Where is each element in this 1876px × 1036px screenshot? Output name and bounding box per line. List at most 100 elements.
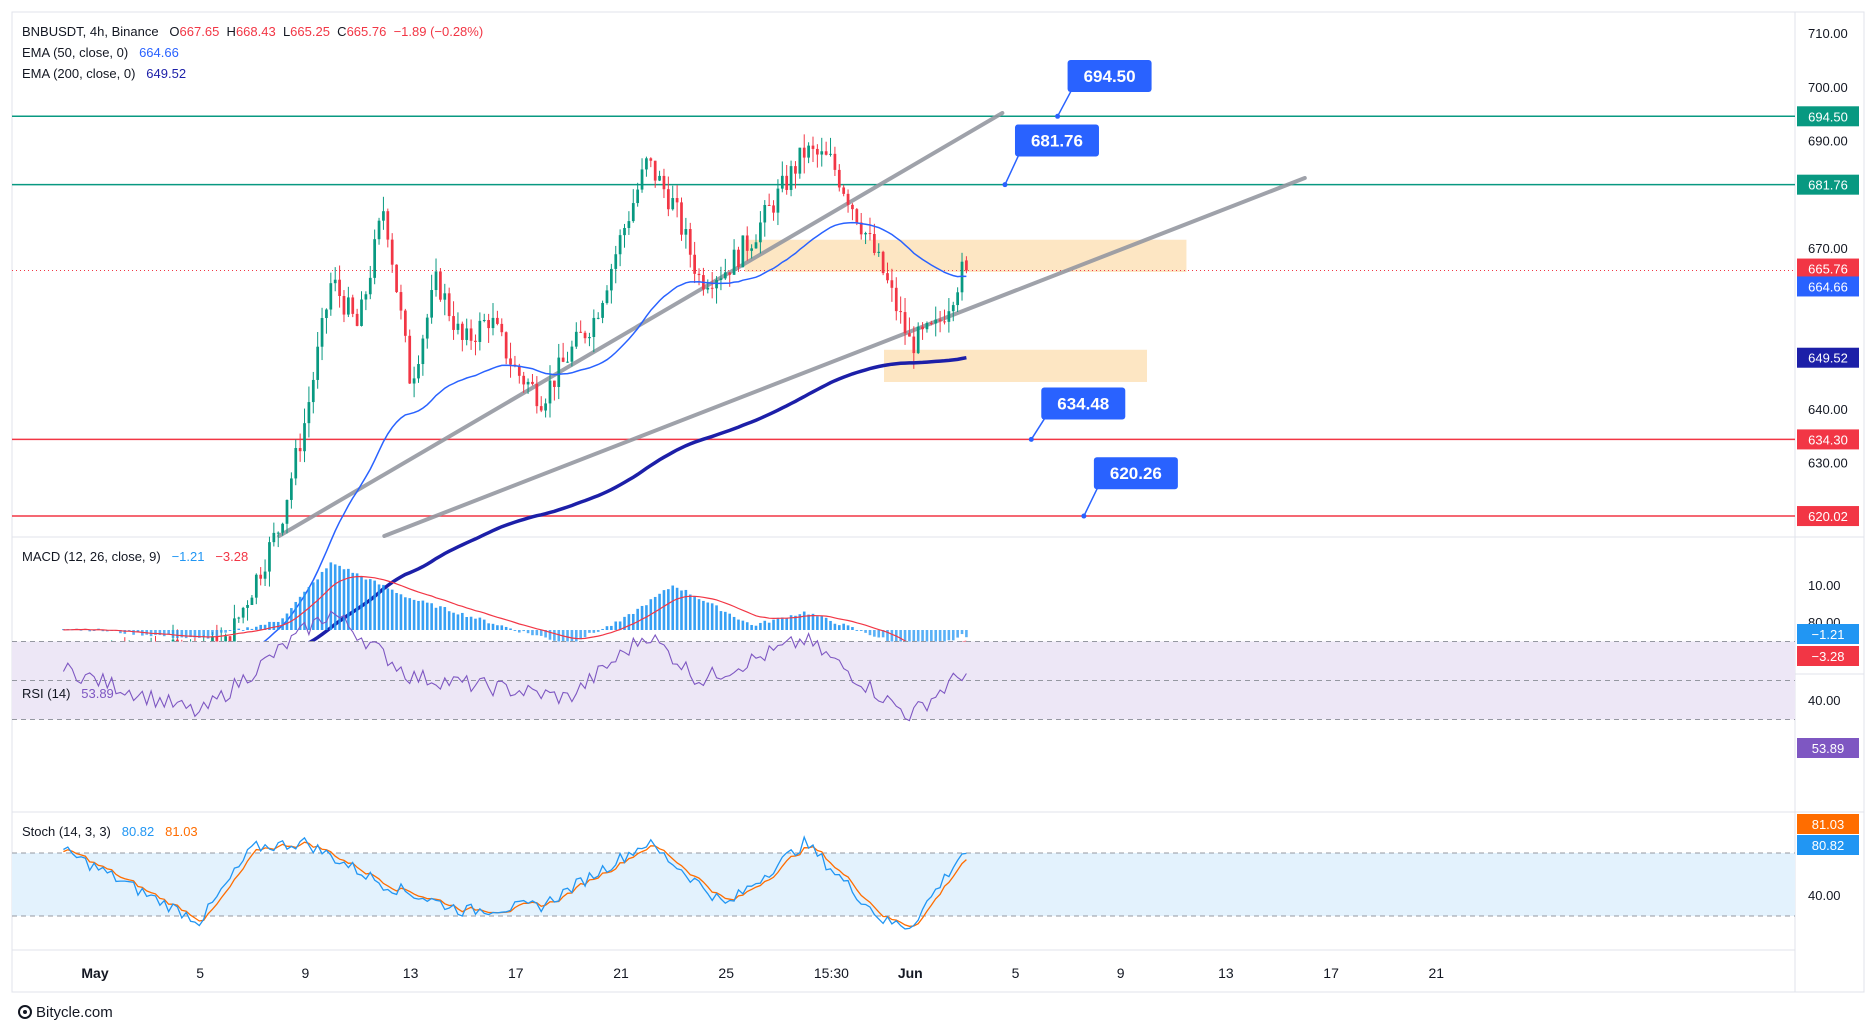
candle[interactable] bbox=[894, 277, 898, 321]
candle[interactable] bbox=[934, 306, 938, 337]
candle[interactable] bbox=[368, 265, 372, 300]
candle[interactable] bbox=[592, 309, 596, 353]
candle[interactable] bbox=[859, 212, 863, 240]
candle[interactable] bbox=[574, 322, 578, 349]
candle[interactable] bbox=[364, 291, 368, 311]
candle[interactable] bbox=[719, 266, 723, 291]
candle[interactable] bbox=[412, 366, 416, 398]
candle[interactable] bbox=[925, 321, 929, 333]
candle[interactable] bbox=[566, 351, 569, 363]
candle[interactable] bbox=[544, 398, 547, 418]
candle[interactable] bbox=[846, 189, 850, 213]
candle[interactable] bbox=[246, 600, 249, 621]
candle[interactable] bbox=[737, 246, 740, 272]
candle[interactable] bbox=[772, 200, 775, 221]
candle[interactable] bbox=[789, 160, 793, 197]
candle[interactable] bbox=[504, 331, 508, 365]
candle[interactable] bbox=[829, 137, 832, 157]
candle[interactable] bbox=[916, 322, 920, 355]
candle[interactable] bbox=[728, 272, 732, 287]
candle[interactable] bbox=[605, 285, 609, 305]
candle[interactable] bbox=[842, 184, 846, 197]
candle[interactable] bbox=[496, 310, 499, 326]
candle[interactable] bbox=[908, 317, 911, 337]
callout-620.26[interactable]: 620.26 bbox=[1081, 457, 1178, 519]
stoch-legend[interactable]: Stoch (14, 3, 3) 80.82 81.03 bbox=[22, 824, 198, 840]
candle[interactable] bbox=[535, 376, 539, 414]
candle[interactable] bbox=[338, 265, 341, 308]
candle[interactable] bbox=[741, 235, 745, 268]
candle[interactable] bbox=[241, 606, 245, 624]
candle[interactable] bbox=[509, 342, 512, 378]
candle[interactable] bbox=[645, 156, 648, 177]
callout-681.76[interactable]: 681.76 bbox=[1002, 124, 1099, 188]
candle[interactable] bbox=[316, 331, 320, 389]
macd-pane[interactable] bbox=[62, 562, 968, 658]
candle[interactable] bbox=[785, 164, 789, 195]
trend-line[interactable] bbox=[382, 176, 1307, 538]
candle[interactable] bbox=[421, 334, 425, 376]
horizontal-levels[interactable] bbox=[12, 115, 1795, 517]
candle[interactable] bbox=[947, 298, 951, 333]
candle[interactable] bbox=[307, 386, 311, 438]
candle[interactable] bbox=[680, 197, 683, 241]
candle[interactable] bbox=[403, 308, 407, 343]
candle[interactable] bbox=[706, 279, 710, 294]
brand-watermark[interactable]: Bitycle.com bbox=[18, 1004, 113, 1021]
rsi-legend[interactable]: RSI (14) 53.89 bbox=[22, 686, 114, 702]
candle[interactable] bbox=[500, 318, 504, 337]
price-axis[interactable]: 710.00 700.00 690.00 670.00 640.00 630.00 10.0… bbox=[1808, 26, 1848, 903]
candle[interactable] bbox=[281, 522, 284, 536]
candle[interactable] bbox=[965, 256, 968, 274]
candle[interactable] bbox=[382, 196, 385, 230]
candle[interactable] bbox=[298, 433, 302, 462]
candle[interactable] bbox=[311, 371, 315, 414]
rsi-pane[interactable] bbox=[12, 610, 1795, 722]
candle[interactable] bbox=[303, 408, 306, 463]
candle[interactable] bbox=[666, 176, 670, 217]
candle[interactable] bbox=[649, 157, 653, 168]
candle[interactable] bbox=[824, 141, 828, 156]
candle[interactable] bbox=[732, 239, 736, 275]
candle[interactable] bbox=[623, 223, 626, 248]
candle[interactable] bbox=[886, 262, 889, 284]
candle[interactable] bbox=[877, 243, 881, 257]
candle[interactable] bbox=[881, 250, 885, 276]
candle[interactable] bbox=[921, 322, 924, 340]
candle[interactable] bbox=[561, 342, 565, 363]
candle[interactable] bbox=[443, 283, 447, 316]
candle[interactable] bbox=[816, 144, 819, 168]
candle[interactable] bbox=[715, 276, 718, 304]
candle[interactable] bbox=[250, 595, 254, 605]
candle[interactable] bbox=[351, 294, 355, 318]
candle[interactable] bbox=[259, 567, 263, 586]
candle[interactable] bbox=[745, 226, 749, 261]
symbol-legend[interactable]: BNBUSDT, 4h, Binance O667.65 H668.43 L66… bbox=[22, 24, 483, 40]
candle[interactable] bbox=[767, 193, 771, 206]
candlestick-series[interactable] bbox=[62, 134, 968, 691]
stoch-pane[interactable] bbox=[12, 835, 1795, 930]
candle[interactable] bbox=[684, 217, 688, 249]
candle[interactable] bbox=[456, 312, 460, 335]
candle[interactable] bbox=[290, 472, 293, 509]
candle[interactable] bbox=[868, 217, 872, 241]
candle[interactable] bbox=[631, 189, 635, 223]
candle[interactable] bbox=[531, 373, 534, 386]
candle[interactable] bbox=[491, 303, 495, 336]
candle[interactable] bbox=[320, 307, 324, 361]
candle[interactable] bbox=[614, 245, 618, 284]
candle[interactable] bbox=[447, 287, 451, 322]
candle[interactable] bbox=[780, 161, 784, 193]
candle[interactable] bbox=[636, 182, 640, 207]
candle[interactable] bbox=[929, 320, 933, 326]
candle[interactable] bbox=[903, 297, 907, 345]
candle[interactable] bbox=[872, 223, 876, 256]
candle[interactable] bbox=[482, 313, 486, 323]
candle[interactable] bbox=[517, 363, 521, 384]
candle[interactable] bbox=[526, 378, 530, 394]
candle[interactable] bbox=[237, 616, 241, 623]
candle[interactable] bbox=[890, 268, 894, 302]
candle[interactable] bbox=[811, 136, 815, 163]
candle[interactable] bbox=[938, 310, 942, 333]
